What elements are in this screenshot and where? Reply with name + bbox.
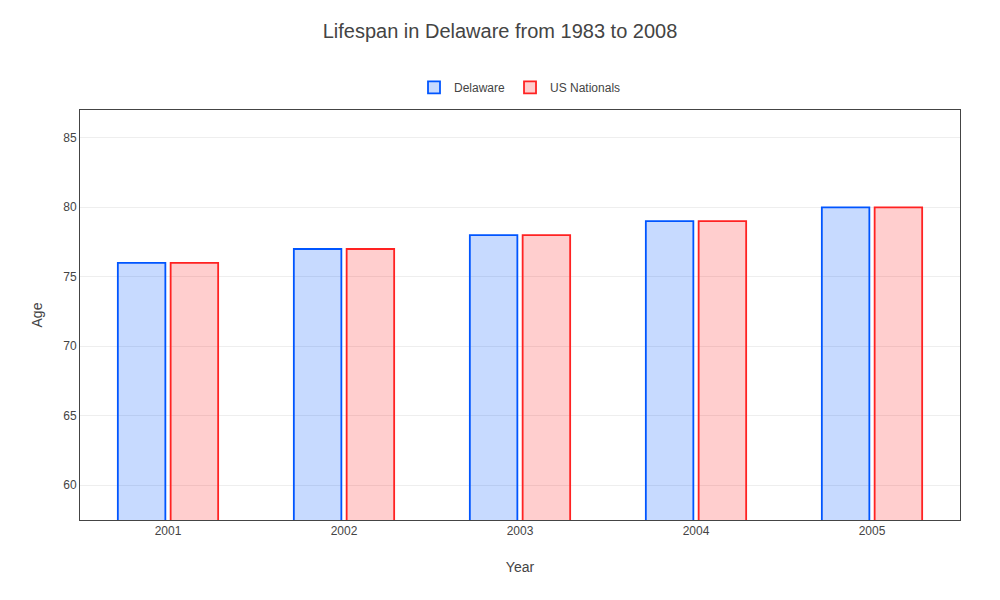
svg-text:2005: 2005 [859,524,886,538]
svg-text:Lifespan in Delaware from 1983: Lifespan in Delaware from 1983 to 2008 [323,20,678,42]
svg-text:65: 65 [63,409,77,423]
svg-text:Year: Year [506,559,535,575]
svg-text:80: 80 [63,200,77,214]
svg-text:2001: 2001 [155,524,182,538]
svg-text:Age: Age [29,302,45,327]
svg-text:85: 85 [63,131,77,145]
svg-text:70: 70 [63,339,77,353]
svg-text:2004: 2004 [683,524,710,538]
svg-text:2002: 2002 [331,524,358,538]
svg-text:2003: 2003 [507,524,534,538]
svg-text:75: 75 [63,270,77,284]
svg-text:Delaware: Delaware [454,81,505,95]
svg-text:60: 60 [63,478,77,492]
svg-text:US Nationals: US Nationals [550,81,620,95]
